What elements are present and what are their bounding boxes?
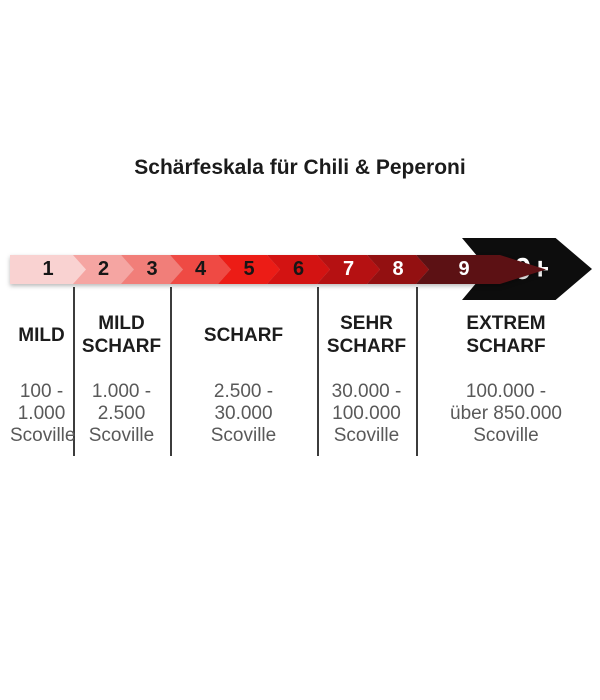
category-cell-extrem-scharf: EXTREM SCHARF 100.000 - über 850.000 Sco… — [416, 305, 596, 447]
category-cell-mild-scharf: MILD SCHARF 1.000 - 2.500 Scoville — [73, 305, 170, 447]
segment-label: 4 — [194, 258, 207, 280]
category-range: 1.000 - 2.500 Scoville — [88, 381, 155, 446]
category-range: 30.000 - 100.000 Scoville — [331, 381, 402, 446]
segment-label: 2 — [97, 258, 110, 280]
divider — [317, 287, 319, 456]
category-range: 100 - 1.000 Scoville — [10, 381, 76, 446]
segment-label: 1 — [42, 258, 54, 280]
category-range: 100.000 - über 850.000 Scoville — [450, 381, 562, 446]
divider — [416, 287, 418, 456]
scale-segment-4: 4 — [170, 255, 231, 284]
segment-label: 9 — [458, 258, 470, 280]
page-title: Schärfeskala für Chili & Peperoni — [134, 156, 466, 179]
segment-label: 6 — [292, 258, 305, 280]
segment-label: 7 — [342, 258, 355, 280]
spice-scale: 1 2 3 4 5 6 7 8 9 — [10, 255, 515, 284]
category-name: SCHARF — [203, 324, 284, 346]
segment-label: 5 — [243, 258, 255, 280]
category-cell-mild: MILD 100 - 1.000 Scoville — [10, 305, 76, 447]
category-name: EXTREM SCHARF — [466, 313, 546, 357]
category-name: SEHR SCHARF — [326, 313, 407, 357]
scale-segment-6: 6 — [267, 255, 330, 284]
segment-label: 3 — [146, 258, 158, 280]
category-range: 2.500 - 30.000 Scoville — [210, 381, 277, 446]
divider — [73, 287, 75, 456]
divider — [170, 287, 172, 456]
segment-label: 8 — [392, 258, 404, 280]
category-name: MILD — [18, 324, 65, 346]
category-cell-scharf: SCHARF 2.500 - 30.000 Scoville — [170, 305, 317, 447]
category-name: MILD SCHARF — [81, 313, 162, 357]
category-cell-sehr-scharf: SEHR SCHARF 30.000 - 100.000 Scoville — [317, 305, 416, 447]
